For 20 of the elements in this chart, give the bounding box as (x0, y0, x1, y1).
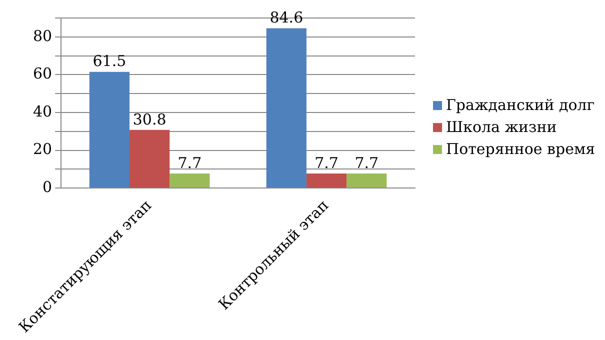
bar (170, 174, 210, 188)
data-label: 7.7 (314, 154, 338, 172)
legend-label: Школа жизни (446, 118, 557, 136)
y-tick-label: 40 (32, 102, 52, 120)
data-label: 7.7 (178, 154, 202, 172)
bar (346, 174, 387, 188)
bar (130, 130, 170, 188)
y-tick-label: 20 (32, 140, 52, 158)
data-label: 7.7 (354, 154, 379, 172)
data-label: 84.6 (270, 8, 304, 27)
y-tick-label: 60 (32, 64, 52, 83)
bar (306, 174, 347, 188)
data-label: 30.8 (132, 110, 166, 128)
bar (89, 72, 130, 188)
y-tick-label: 0 (42, 178, 52, 196)
y-tick-label: 80 (32, 26, 52, 45)
legend-label: Потерянное время (446, 140, 596, 158)
bar (266, 28, 306, 188)
legend-label: Гражданский долг (446, 96, 595, 114)
data-label: 61.5 (92, 52, 126, 70)
